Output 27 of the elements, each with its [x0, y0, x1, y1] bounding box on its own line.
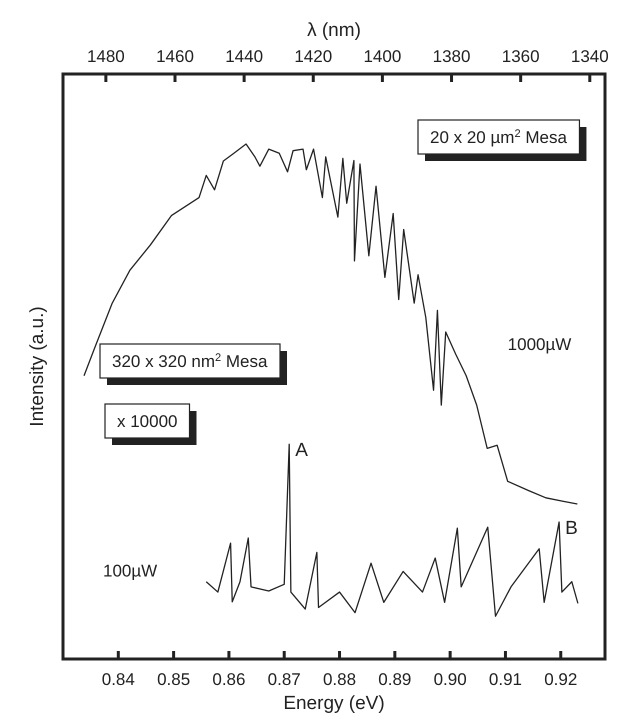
x2-tick-label: 1380 — [432, 47, 470, 66]
x-tick-label: 0.92 — [544, 670, 578, 689]
x-tick-label: 0.85 — [157, 670, 190, 689]
annotation: x 10000 — [117, 412, 178, 431]
x-tick-label: 0.87 — [268, 670, 301, 689]
x-tick-label: 0.88 — [322, 670, 356, 689]
x-axis-title: Energy (eV) — [283, 693, 385, 714]
text: 100µW — [103, 562, 158, 581]
x2-tick-label: 1420 — [294, 47, 332, 66]
annotation: A — [295, 440, 308, 462]
x-tick-label: 0.86 — [212, 670, 246, 689]
y-axis-title: Intensity (a.u.) — [27, 306, 48, 427]
x-tick-label: 0.91 — [488, 670, 522, 689]
annotation: 320 x 320 nm$^{2}$ Mesa — [112, 352, 268, 371]
x2-tick-label: 1440 — [225, 47, 264, 66]
annotation: 20 x 20 µm$^{2}$ Mesa — [430, 128, 568, 147]
x2-tick-label: 1480 — [86, 47, 125, 66]
x2-axis-title: λ (nm) — [307, 20, 361, 41]
x2-tick-label: 1400 — [363, 47, 402, 66]
x-tick-label: 0.89 — [378, 670, 412, 689]
x2-tick-label: 1360 — [502, 47, 540, 66]
x-tick-label: 0.90 — [434, 670, 467, 689]
text: 1000µW — [508, 335, 572, 354]
annotation: B — [565, 518, 578, 540]
x-tick-label: 0.84 — [102, 670, 135, 689]
x2-tick-label: 1460 — [156, 47, 194, 66]
x2-tick-label: 1340 — [570, 47, 609, 66]
